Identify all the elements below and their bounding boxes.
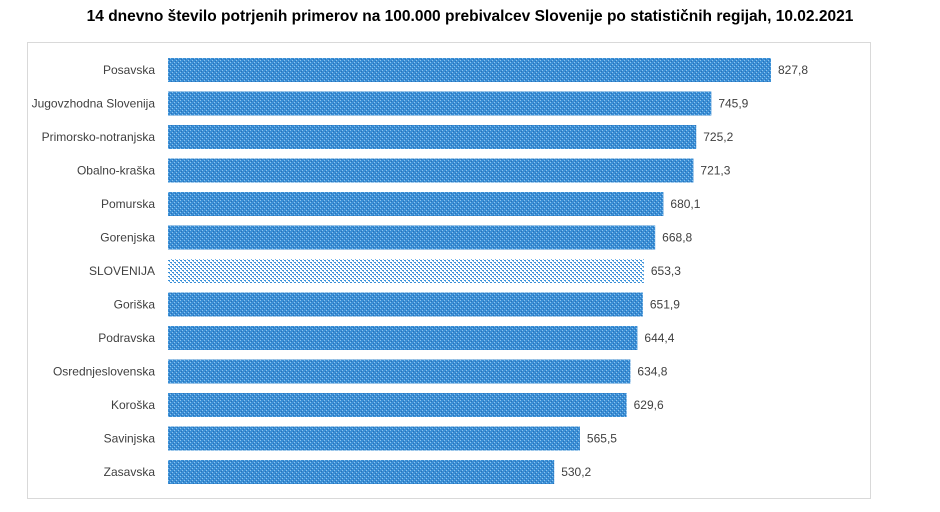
bar [168,58,771,82]
data-label: 565,5 [587,432,617,446]
bar [168,426,580,451]
category-label: Pomurska [101,197,155,211]
data-label: 644,4 [644,331,674,345]
category-label: Koroška [111,398,155,412]
bar [168,259,644,283]
category-label: Primorsko-notranjska [42,130,156,144]
category-label: SLOVENIJA [89,264,155,278]
bar [168,158,694,183]
bar [168,91,712,116]
plot-frame [27,42,871,499]
data-label: 629,6 [634,398,664,412]
category-label: Goriška [114,298,156,312]
bar [168,125,697,149]
bar [168,225,656,250]
bar [168,192,664,216]
data-label: 634,8 [637,365,667,379]
category-label: Jugovzhodna Slovenija [32,97,156,111]
category-label: Posavska [103,63,155,77]
category-label: Gorenjska [100,231,155,245]
category-label: Osrednjeslovenska [53,365,155,379]
data-label: 721,3 [700,164,730,178]
data-label: 680,1 [670,197,700,211]
data-label: 530,2 [561,465,591,479]
bar [168,359,631,384]
category-label: Obalno-kraška [77,164,155,178]
bar [168,292,643,317]
category-label: Zasavska [104,465,156,479]
bar [168,393,627,417]
data-label: 745,9 [718,97,748,111]
category-label: Podravska [98,331,155,345]
data-label: 653,3 [651,264,681,278]
category-label: Savinjska [104,432,156,446]
chart-title: 14 dnevno število potrjenih primerov na … [86,8,854,25]
bar [168,326,638,350]
data-label: 668,8 [662,231,692,245]
data-label: 827,8 [778,63,808,77]
data-label: 725,2 [703,130,733,144]
data-label: 651,9 [650,298,680,312]
bar [168,460,555,484]
